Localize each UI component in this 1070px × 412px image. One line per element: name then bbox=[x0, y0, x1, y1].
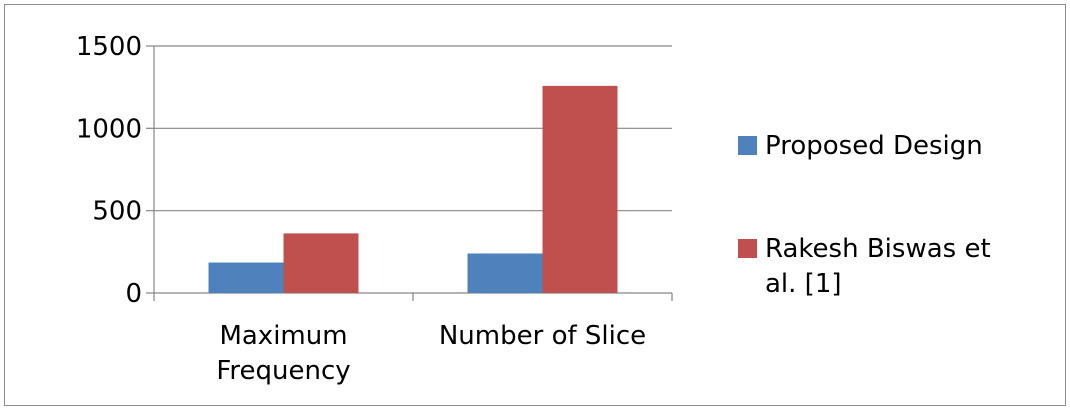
legend-label: Proposed Design bbox=[765, 131, 983, 161]
legend-swatch bbox=[738, 136, 757, 155]
category-labels: Maximum Frequency Number of Slice bbox=[216, 321, 646, 386]
bar-proposed-design-1 bbox=[467, 253, 543, 293]
legend-swatch bbox=[738, 239, 757, 258]
category-label: Maximum bbox=[219, 321, 347, 351]
bar-rakesh-biswas-0 bbox=[283, 233, 359, 293]
legend-label: al. [1] bbox=[765, 269, 842, 299]
y-tick-label: 0 bbox=[125, 279, 142, 309]
category-label: Number of Slice bbox=[439, 321, 646, 351]
bar-rakesh-biswas-1 bbox=[542, 85, 618, 293]
category-label: Frequency bbox=[216, 356, 350, 386]
legend-label: Rakesh Biswas et bbox=[765, 234, 991, 264]
y-tick-labels: 0 500 1000 1500 bbox=[76, 32, 142, 309]
y-tick-label: 1500 bbox=[76, 32, 142, 62]
bars bbox=[208, 85, 618, 293]
chart-frame bbox=[4, 4, 1066, 406]
legend: Proposed Design Rakesh Biswas et al. [1] bbox=[738, 131, 991, 299]
y-tick-label: 500 bbox=[92, 197, 142, 227]
y-tick-label: 1000 bbox=[76, 114, 142, 144]
bar-proposed-design-0 bbox=[208, 262, 284, 293]
